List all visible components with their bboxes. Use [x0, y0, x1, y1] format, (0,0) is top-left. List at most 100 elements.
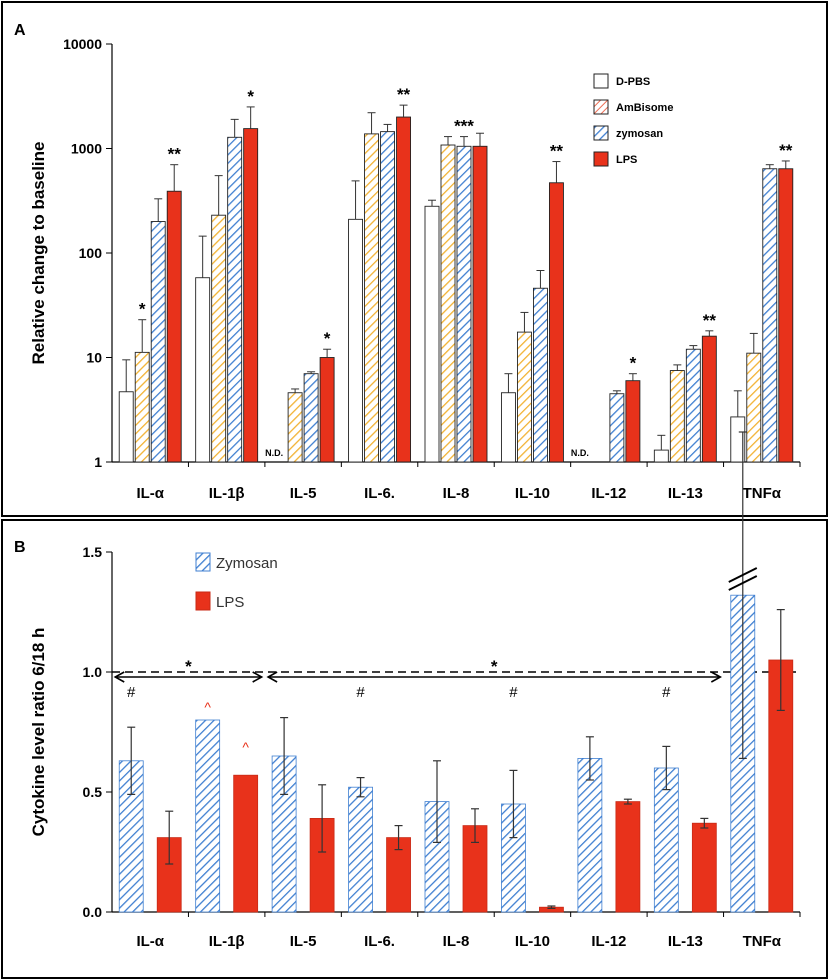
bar-a — [778, 168, 794, 463]
y-tick-label-b: 1.5 — [83, 544, 103, 560]
bar-a — [609, 393, 625, 463]
x-tick-label-a: IL-α — [136, 485, 164, 502]
hash-mark-b: # — [509, 684, 518, 701]
bar-a — [227, 136, 243, 463]
panel-b-chart: 0.0 0.5 1.0 1.5 Cytokine level ratio 6/18 h I… — [29, 431, 801, 950]
x-tick-label-a: IL-5 — [290, 485, 317, 502]
panel-a-chart: 1 10 100 1000 10000 Relative change to baseli… — [29, 36, 801, 502]
bar-a — [364, 133, 380, 463]
hash-mark-b: # — [127, 684, 136, 701]
bar-a — [456, 145, 472, 463]
x-tick-label-a: IL-10 — [515, 485, 550, 502]
bar-a — [762, 168, 778, 463]
hash-mark-b: # — [356, 684, 365, 701]
bar-a — [211, 214, 227, 463]
legend-swatch-b — [195, 591, 211, 611]
y-tick-label-a: 10000 — [63, 36, 102, 52]
bracket-star-b: * — [185, 657, 192, 676]
bar-a — [195, 277, 211, 463]
bar-b — [691, 822, 717, 913]
panel-a-label: A — [14, 22, 26, 39]
bar-b — [233, 774, 259, 913]
x-tick-label-b: IL-α — [136, 933, 164, 950]
hash-mark-b: # — [662, 684, 671, 701]
bar-a — [380, 131, 396, 463]
bar-a — [653, 449, 669, 463]
bar-a — [548, 182, 564, 463]
significance-mark-a: ** — [779, 141, 793, 160]
significance-mark-a: ** — [703, 311, 717, 330]
legend-label-a: AmBisome — [616, 102, 673, 114]
y-tick-label-a: 10 — [86, 350, 102, 366]
bar-b — [195, 719, 221, 913]
x-tick-label-a: IL-1β — [209, 485, 245, 502]
x-tick-label-b: IL-10 — [515, 933, 550, 950]
bar-a — [669, 370, 685, 463]
y-axis-title-a: Relative change to baseline — [29, 142, 48, 365]
significance-mark-a: *** — [454, 117, 474, 136]
bar-a — [134, 351, 150, 463]
bar-b — [348, 786, 373, 913]
legend-swatch-a — [593, 151, 609, 167]
legend-swatch-b — [195, 552, 211, 572]
x-tick-label-b: IL-8 — [443, 933, 470, 950]
legend-label-a: zymosan — [616, 128, 663, 140]
bar-a — [396, 116, 412, 463]
x-tick-label-b: IL-13 — [668, 933, 703, 950]
bar-a — [243, 128, 259, 463]
significance-mark-a: * — [139, 300, 146, 319]
x-tick-label-b: IL-12 — [591, 933, 626, 950]
bar-a — [118, 391, 134, 463]
y-tick-label-a: 1 — [94, 454, 102, 470]
y-tick-label-b: 1.0 — [83, 664, 103, 680]
bracket-arrow-b — [113, 671, 125, 683]
bar-a — [685, 348, 701, 463]
significance-mark-a: * — [324, 329, 331, 348]
bar-a — [287, 392, 303, 463]
bar-a — [303, 373, 319, 463]
caret-mark-b: ^ — [242, 739, 249, 755]
x-tick-label-b: TNFα — [743, 933, 782, 950]
y-tick-label-b: 0.0 — [83, 904, 103, 920]
x-tick-label-a: IL-8 — [443, 485, 470, 502]
x-tick-label-a: IL-6. — [364, 485, 395, 502]
x-tick-label-a: IL-13 — [668, 485, 703, 502]
bar-a — [150, 221, 166, 463]
y-axis-title-b: Cytokine level ratio 6/18 h — [29, 628, 48, 837]
bar-a — [472, 145, 488, 463]
axis-break-mark — [728, 575, 758, 591]
bar-a — [348, 218, 364, 463]
bracket-arrow-b — [252, 671, 264, 683]
bar-a — [532, 287, 548, 463]
x-tick-label-a: IL-12 — [591, 485, 626, 502]
bar-b — [653, 767, 679, 913]
y-tick-label-b: 0.5 — [83, 784, 103, 800]
bar-a — [424, 205, 440, 463]
bar-b — [577, 758, 603, 913]
legend-swatch-a — [593, 73, 609, 89]
significance-mark-a: * — [630, 354, 637, 373]
axis-break-mark — [728, 567, 758, 583]
x-tick-label-b: IL-5 — [290, 933, 317, 950]
significance-mark-a: ** — [550, 142, 564, 161]
nd-label: N.D. — [571, 448, 589, 458]
bracket-arrow-b — [266, 671, 278, 683]
x-tick-label-b: IL-6. — [364, 933, 395, 950]
bar-a — [319, 357, 335, 463]
panel-b-label: B — [14, 539, 26, 556]
bar-a — [746, 352, 762, 463]
bar-a — [701, 335, 717, 463]
legend-label-a: D-PBS — [616, 76, 650, 88]
bar-a — [440, 144, 456, 463]
y-tick-label-a: 1000 — [71, 141, 102, 157]
bar-a — [166, 190, 182, 463]
bar-a — [625, 380, 641, 463]
legend-label-a: LPS — [616, 154, 637, 166]
bracket-star-b: * — [491, 657, 498, 676]
legend-swatch-a — [593, 125, 609, 141]
significance-mark-a: ** — [397, 85, 411, 104]
legend-label-b: Zymosan — [216, 555, 278, 572]
nd-label: N.D. — [265, 448, 283, 458]
x-tick-label-a: TNFα — [743, 485, 782, 502]
